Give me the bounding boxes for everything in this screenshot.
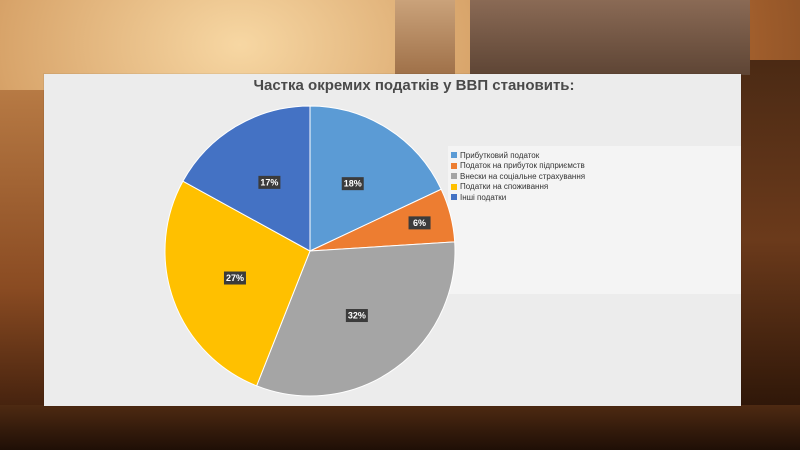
background-photo-roof bbox=[470, 0, 750, 75]
legend-swatch bbox=[451, 183, 457, 190]
legend-item: Прибутковий податок bbox=[451, 150, 585, 161]
legend-background bbox=[448, 146, 741, 294]
chart-title: Частка окремих податків у ВВП становить: bbox=[253, 77, 575, 94]
slice-label-box bbox=[341, 177, 364, 191]
slice-label-text: 18% bbox=[344, 179, 362, 189]
chart-legend: Прибутковий податок Податок на прибуток п… bbox=[451, 150, 585, 203]
slice-label-box bbox=[258, 175, 281, 189]
slice-label-box bbox=[408, 216, 431, 230]
slice-label-text: 27% bbox=[226, 273, 244, 283]
legend-swatch bbox=[451, 173, 457, 180]
slice-label-text: 32% bbox=[348, 311, 366, 321]
legend-swatch bbox=[451, 152, 457, 159]
chart-panel: Частка окремих податків у ВВП становить:… bbox=[44, 74, 741, 406]
legend-item: Інші податки bbox=[451, 192, 585, 203]
legend-label: Податки на споживання bbox=[460, 182, 549, 192]
legend-label: Інші податки bbox=[460, 192, 507, 202]
pie-chart: 18% 6% 32% 27% 17% bbox=[164, 105, 456, 397]
slice-data-label: 27% bbox=[223, 271, 246, 285]
slice-data-label: 32% bbox=[345, 309, 368, 323]
legend-swatch bbox=[451, 162, 457, 169]
slice-label-text: 17% bbox=[260, 177, 278, 187]
pie-slice bbox=[309, 105, 442, 252]
slice-label-text: 6% bbox=[413, 218, 426, 228]
slice-label-box bbox=[345, 309, 368, 323]
legend-label: Податок на прибуток підприємств bbox=[460, 161, 585, 171]
legend-swatch bbox=[451, 194, 457, 201]
legend-item: Податок на прибуток підприємств bbox=[451, 161, 585, 172]
legend-item: Податки на споживання bbox=[451, 182, 585, 193]
slice-data-label: 18% bbox=[341, 177, 364, 191]
slice-label-box bbox=[223, 271, 246, 285]
slice-data-label: 17% bbox=[258, 175, 281, 189]
background-photo-bottom bbox=[0, 405, 800, 450]
legend-item: Внески на соціальне страхування bbox=[451, 171, 585, 182]
background-photo-left bbox=[0, 90, 45, 420]
slice-data-label: 6% bbox=[408, 216, 431, 230]
background-photo-right bbox=[740, 60, 800, 420]
pie-slice bbox=[182, 105, 311, 252]
background-photo-tower bbox=[395, 0, 455, 80]
legend-label: Внески на соціальне страхування bbox=[460, 171, 586, 181]
legend-label: Прибутковий податок bbox=[460, 150, 540, 160]
